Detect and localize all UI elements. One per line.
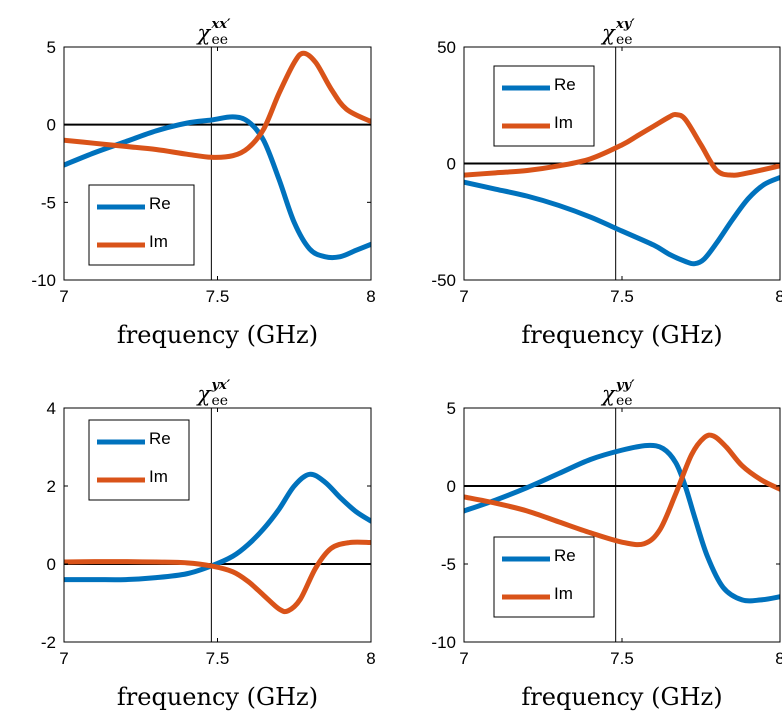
x-tick-label: 7 [59, 287, 68, 306]
series-line-re [64, 114, 371, 261]
x-tick-label: 8 [366, 649, 375, 668]
y-tick-label: 0 [47, 116, 56, 135]
legend-label-re: Re [149, 194, 171, 213]
y-tick-label: 2 [47, 477, 56, 496]
y-tick-label: 4 [47, 399, 56, 418]
x-axis-label: frequency (GHz) [117, 683, 318, 711]
title-superscript: yy′ [615, 378, 635, 393]
y-tick-label: -5 [441, 555, 456, 574]
x-tick-label: 7.5 [610, 287, 634, 306]
y-tick-label: -5 [41, 193, 56, 212]
x-tick-label: 7 [459, 649, 468, 668]
x-tick-label: 7.5 [206, 649, 230, 668]
y-tick-label: 5 [447, 399, 456, 418]
legend-label-im: Im [554, 113, 573, 132]
title-subscript: ee [212, 393, 229, 409]
y-tick-label: 0 [47, 555, 56, 574]
series-group [64, 471, 371, 615]
x-axis-label: frequency (GHz) [521, 683, 722, 711]
x-tick-label: 7.5 [610, 649, 634, 668]
title-main: χ [600, 382, 616, 406]
series-line-im [64, 539, 371, 615]
legend: Re Im [493, 65, 595, 147]
legend-label-im: Im [554, 584, 573, 603]
y-tick-label: -10 [31, 271, 56, 290]
y-tick-label: -10 [431, 633, 456, 652]
series-line-im [464, 111, 780, 178]
legend-label-re: Re [149, 429, 171, 448]
x-tick-label: 7.5 [206, 287, 230, 306]
title-superscript: xy′ [615, 17, 635, 32]
series-line-re [464, 442, 780, 604]
legend-box [493, 536, 595, 618]
legend-box [88, 184, 195, 266]
y-tick-label: 0 [447, 155, 456, 174]
legend-label-im: Im [149, 467, 168, 486]
legend-label-re: Re [554, 546, 576, 565]
title-superscript: yx′ [211, 378, 231, 393]
x-tick-label: 7 [59, 649, 68, 668]
legend: Re Im [493, 536, 595, 618]
series-group [464, 111, 780, 267]
legend: Re Im [88, 419, 190, 501]
legend-box [493, 65, 595, 147]
legend: Re Im [88, 184, 195, 266]
legend-box [88, 419, 190, 501]
title-subscript: ee [616, 32, 633, 48]
title-main: χ [196, 382, 212, 406]
title-subscript: ee [616, 393, 633, 409]
y-tick-label: 5 [47, 38, 56, 57]
x-axis-label: frequency (GHz) [521, 321, 722, 349]
x-tick-label: 7 [459, 287, 468, 306]
series-group [64, 50, 371, 261]
y-tick-label: 50 [437, 38, 456, 57]
series-line-re [464, 174, 780, 267]
title-superscript: xx′ [211, 17, 232, 32]
legend-label-im: Im [149, 232, 168, 251]
x-axis-label: frequency (GHz) [117, 321, 318, 349]
series-line-im [64, 50, 371, 160]
y-tick-label: -50 [431, 271, 456, 290]
legend-label-re: Re [554, 75, 576, 94]
x-tick-label: 8 [775, 649, 782, 668]
x-tick-label: 8 [775, 287, 782, 306]
series-group [464, 432, 780, 604]
title-main: χ [196, 21, 212, 45]
y-tick-label: 0 [447, 477, 456, 496]
y-tick-label: -2 [41, 633, 56, 652]
x-tick-label: 8 [366, 287, 375, 306]
series-line-im [464, 432, 780, 548]
title-subscript: ee [212, 32, 229, 48]
title-main: χ [600, 21, 616, 45]
series-line-re [64, 471, 371, 583]
